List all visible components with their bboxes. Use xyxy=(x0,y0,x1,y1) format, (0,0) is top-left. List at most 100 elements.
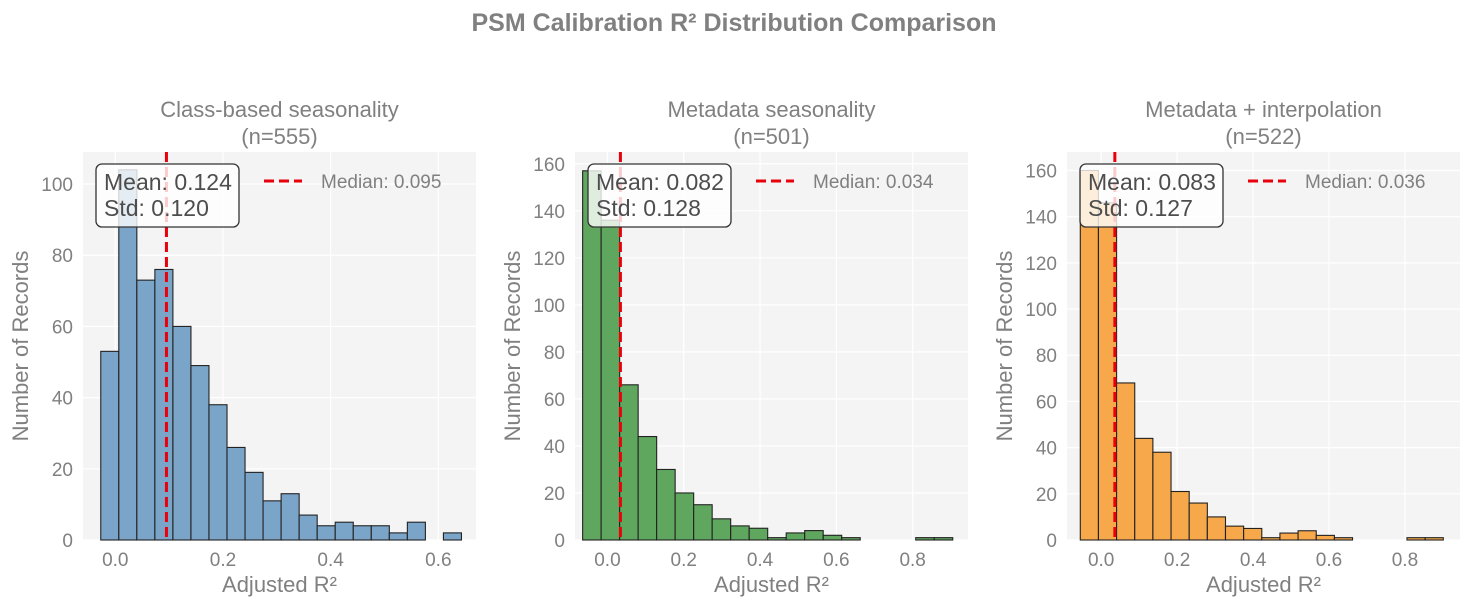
histogram-bar xyxy=(406,521,426,541)
y-tick-label: 0 xyxy=(1046,531,1057,552)
legend-label: Median: 0.095 xyxy=(321,172,441,193)
histogram-bar xyxy=(1315,534,1335,541)
chart-title: Class-based seasonality xyxy=(160,97,398,122)
histogram-bar xyxy=(1188,502,1208,541)
y-tick-label: 0 xyxy=(62,531,73,552)
histogram-bar xyxy=(388,532,408,541)
histogram-bar xyxy=(1134,437,1154,541)
chart-subtitle: (n=555) xyxy=(241,124,317,149)
histogram-bar xyxy=(933,537,954,541)
y-tick-label: 100 xyxy=(1025,300,1057,321)
histogram-bar xyxy=(1116,382,1136,541)
histogram-bar xyxy=(1279,532,1299,541)
y-tick-label: 40 xyxy=(1036,439,1057,460)
x-tick-label: 0.4 xyxy=(747,550,774,571)
histogram-bar xyxy=(693,504,713,541)
figure-title: PSM Calibration R² Distribution Comparis… xyxy=(471,9,996,37)
stats-mean: Mean: 0.124 xyxy=(104,169,232,195)
histogram-bar xyxy=(619,384,639,541)
chart-subtitle: (n=522) xyxy=(1225,124,1301,149)
x-tick-label: 0.6 xyxy=(823,550,849,571)
histogram-bar xyxy=(785,532,806,541)
histogram-bar xyxy=(100,350,120,541)
y-axis-label: Number of Records xyxy=(992,251,1017,442)
x-tick-label: 0.2 xyxy=(671,550,697,571)
x-tick-label: 0.4 xyxy=(1240,550,1267,571)
histogram-bar xyxy=(136,279,156,541)
x-tick-label: 0.6 xyxy=(1316,550,1342,571)
histogram-bar xyxy=(208,404,228,541)
stats-std: Std: 0.120 xyxy=(104,195,209,221)
x-tick-label: 0.6 xyxy=(425,550,451,571)
x-axis-label: Adjusted R² xyxy=(1206,572,1321,597)
stats-box xyxy=(95,163,240,228)
histogram-bar xyxy=(226,446,246,541)
y-tick-label: 140 xyxy=(533,202,565,223)
y-axis-label: Number of Records xyxy=(500,251,525,442)
histogram-bar xyxy=(316,525,336,541)
legend-label: Median: 0.036 xyxy=(1305,172,1425,193)
histogram-bar xyxy=(600,219,621,541)
stats-std: Std: 0.127 xyxy=(1088,195,1193,221)
histogram-bar xyxy=(352,525,372,541)
histogram-bar xyxy=(1333,537,1354,541)
y-tick-label: 100 xyxy=(533,296,565,317)
x-tick-label: 0.8 xyxy=(899,550,925,571)
histogram-bar xyxy=(1243,527,1263,541)
histogram-bar xyxy=(804,530,824,541)
chart-panel-1: 0.0 0.2 0.4 0.6 0 20 40 60 80 100 Class-based seas… xyxy=(8,97,476,597)
histogram-bar xyxy=(1424,537,1444,541)
histogram-bar xyxy=(674,492,695,541)
y-axis-label: Number of Records xyxy=(8,251,33,442)
stats-box xyxy=(1079,163,1224,228)
histogram-bar xyxy=(1406,537,1426,541)
histogram-bar xyxy=(656,468,676,541)
y-tick-label: 160 xyxy=(1025,161,1057,182)
y-tick-label: 20 xyxy=(544,484,565,505)
x-tick-label: 0.0 xyxy=(1088,550,1114,571)
stats-box xyxy=(587,163,732,228)
histogram-bar xyxy=(1206,516,1227,541)
x-tick-label: 0.2 xyxy=(210,550,236,571)
y-tick-label: 60 xyxy=(1036,392,1057,413)
histogram-bar xyxy=(841,537,861,541)
y-tick-label: 40 xyxy=(544,437,565,458)
y-tick-label: 100 xyxy=(41,175,73,196)
x-tick-label: 0.2 xyxy=(1164,550,1190,571)
x-tick-label: 0.0 xyxy=(102,550,128,571)
y-tick-label: 60 xyxy=(52,317,73,338)
histogram-bar xyxy=(711,518,732,541)
histogram-bar xyxy=(190,365,210,541)
stats-mean: Mean: 0.083 xyxy=(1088,169,1216,195)
x-tick-label: 0.4 xyxy=(317,550,344,571)
chart-panel-2: 0.0 0.2 0.4 0.6 0.8 0 20 40 60 80 100 120 140 160 Meta… xyxy=(500,97,968,597)
y-tick-label: 20 xyxy=(1036,485,1057,506)
histogram-bar xyxy=(298,514,318,541)
chart-title: Metadata seasonality xyxy=(668,97,876,122)
histogram-bar xyxy=(280,493,300,541)
y-tick-label: 80 xyxy=(544,343,565,364)
stats-std: Std: 0.128 xyxy=(596,195,701,221)
y-tick-label: 120 xyxy=(533,249,565,270)
histogram-bar xyxy=(748,527,769,541)
legend-label: Median: 0.034 xyxy=(813,172,934,193)
histogram-bar xyxy=(767,537,787,541)
x-tick-label: 0.8 xyxy=(1392,550,1418,571)
chart-title: Metadata + interpolation xyxy=(1145,97,1382,122)
x-axis-label: Adjusted R² xyxy=(222,572,337,597)
y-tick-label: 40 xyxy=(52,389,73,410)
y-tick-label: 80 xyxy=(52,246,73,267)
y-tick-label: 0 xyxy=(554,531,565,552)
y-tick-label: 60 xyxy=(544,390,565,411)
histogram-bar xyxy=(244,471,264,541)
histogram-bar xyxy=(172,325,192,541)
histogram-bar xyxy=(637,435,658,541)
histogram-bar xyxy=(1297,530,1317,541)
x-axis-label: Adjusted R² xyxy=(714,572,829,597)
chart-subtitle: (n=501) xyxy=(733,124,809,149)
y-tick-label: 140 xyxy=(1025,208,1057,229)
histogram-bar xyxy=(730,525,750,541)
histogram-bar xyxy=(154,268,174,541)
